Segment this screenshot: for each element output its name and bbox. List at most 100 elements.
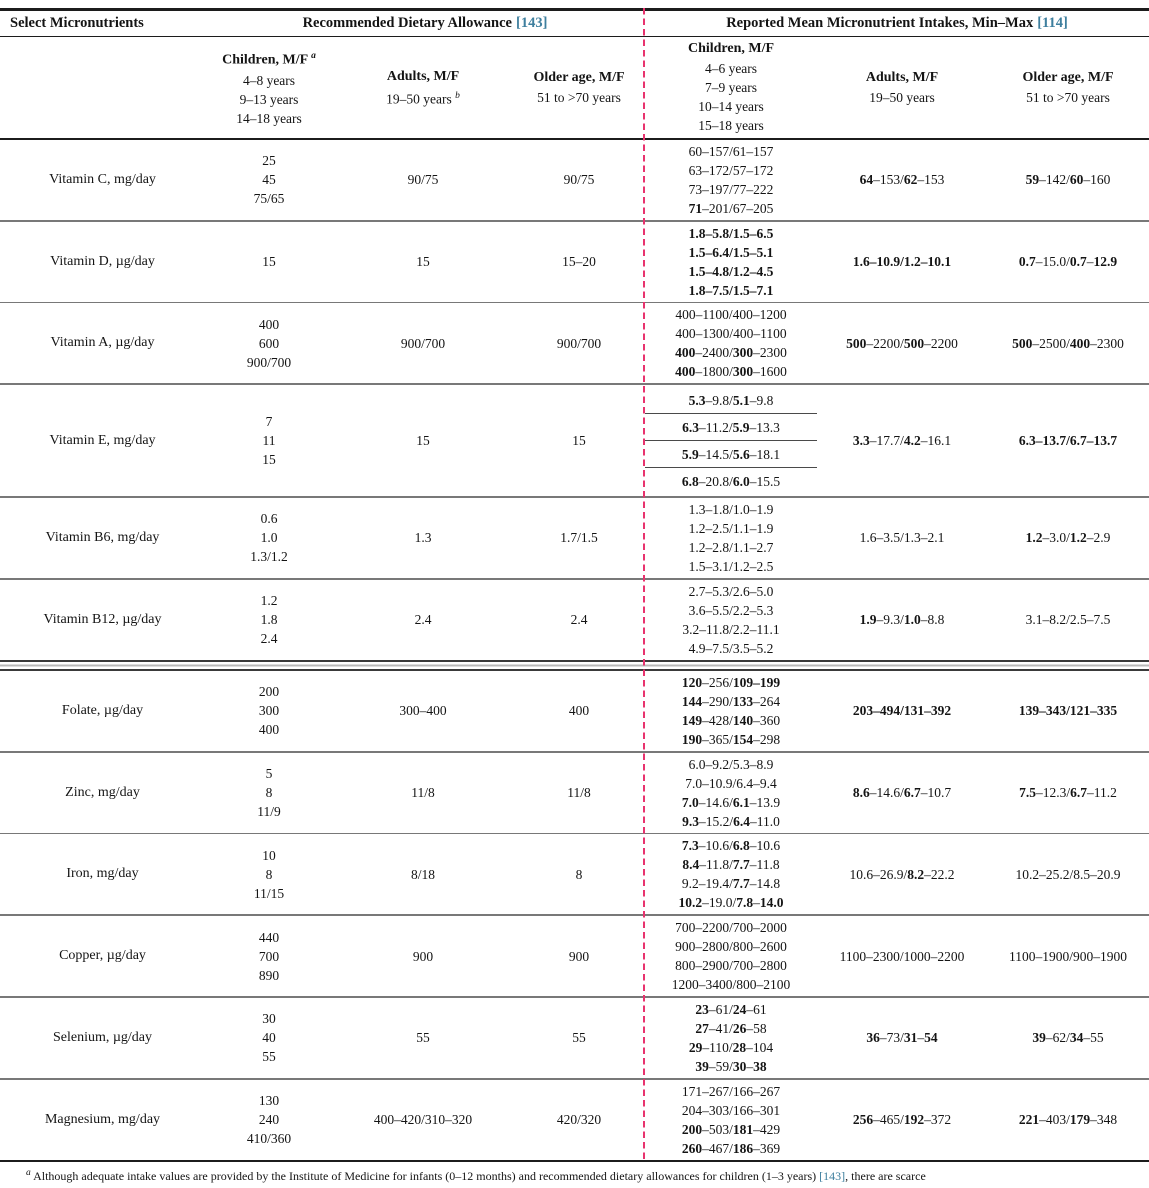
cell-line: 1.6–3.5/1.3–2.1 xyxy=(859,530,945,546)
reported-adults-cell: 203–494/131–392 xyxy=(817,671,987,751)
rda-children-cell: 25 45 75/65 xyxy=(205,140,333,220)
cell-line: 1.2–2.8/1.1–2.7 xyxy=(688,539,774,555)
reported-children-cell: 60–157/61–157 63–172/57–172 73–197/77–222 7… xyxy=(645,140,817,220)
nutrient-name: Vitamin D, µg/day xyxy=(50,253,155,269)
cell-line: 240 xyxy=(258,1112,280,1128)
row-divider xyxy=(0,496,1149,498)
subheader-age-lines: 4–8 years 9–13 years 14–18 years xyxy=(236,71,302,128)
rda-older-cell: 90/75 xyxy=(513,140,645,220)
cell-line: 890 xyxy=(258,967,280,983)
rda-adults-cell: 11/8 xyxy=(333,753,513,833)
cell-line: 2.4 xyxy=(260,631,278,647)
subheader-title: Older age, M/F xyxy=(533,69,625,85)
rda-children-cell: 1.2 1.8 2.4 xyxy=(205,580,333,660)
cell-line: 10 xyxy=(262,847,276,863)
cell-line: 10.2–19.0/7.8–14.0 xyxy=(678,895,784,911)
subheader-age-line: 4–8 years xyxy=(242,73,296,89)
rda-children-cell: 200 300 400 xyxy=(205,671,333,751)
reported-adults-cell: 1.6–3.5/1.3–2.1 xyxy=(817,498,987,578)
row-divider xyxy=(0,1077,1149,1080)
subheader-title: Adults, M/F xyxy=(865,69,939,85)
cell-line: 5.9–14.5/5.6–18.1 xyxy=(645,441,817,469)
rda-adults-cell: 1.3 xyxy=(333,498,513,578)
subheader-age-line: 7–9 years xyxy=(704,80,758,96)
cell-line: 3.6–5.5/2.2–5.3 xyxy=(688,602,774,618)
citation-ref-143[interactable]: [143] xyxy=(515,14,548,31)
cell-line: 64–153/62–153 xyxy=(859,172,945,188)
citation-ref-143[interactable]: [143] xyxy=(819,1169,846,1184)
rda-children-cell: 30 40 55 xyxy=(205,998,333,1078)
citation-ref-114[interactable]: [114] xyxy=(1037,14,1068,31)
cell-line: 500–2500/400–2300 xyxy=(1012,335,1124,351)
cell-line: 27–41/26–58 xyxy=(695,1020,767,1036)
reported-older-cell: 7.5–12.3/6.7–11.2 xyxy=(987,753,1149,833)
cell-line: 400–1800/300–1600 xyxy=(675,364,787,380)
row-divider xyxy=(0,219,1149,222)
cell-line: 1.8–5.8/1.5–6.5 xyxy=(688,225,774,241)
header-rule xyxy=(0,35,1149,37)
nutrient-name: Selenium, µg/day xyxy=(52,1029,153,1045)
reported-adults-cell: 64–153/62–153 xyxy=(817,140,987,220)
subheader-title: Children, M/F xyxy=(222,53,308,69)
cell-line: 144–290/133–264 xyxy=(681,693,781,709)
cell-line: 1.7/1.5 xyxy=(560,530,598,546)
reported-older-cell: 6.3–13.7/6.7–13.7 xyxy=(987,385,1149,496)
row-divider xyxy=(0,996,1149,998)
cell-line: 5 xyxy=(265,766,273,782)
subheader-age-line: 10–14 years xyxy=(698,99,764,115)
rda-older-cell: 2.4 xyxy=(513,580,645,660)
cell-line: 2.7–5.3/2.6–5.0 xyxy=(688,583,774,599)
reported-children-cell: 1.8–5.8/1.5–6.5 1.5–6.4/1.5–5.1 1.5–4.8/1.… xyxy=(645,222,817,302)
cell-line: 71–201/67–205 xyxy=(688,200,774,216)
group-header-rda: Recommended Dietary Allowance [143] xyxy=(205,15,645,32)
cell-line: 3.1–8.2/2.5–7.5 xyxy=(1025,612,1111,628)
rda-older-cell: 1.7/1.5 xyxy=(513,498,645,578)
cell-line: 800–2900/700–2800 xyxy=(675,958,787,974)
cell-line: 23–61/24–61 xyxy=(695,1001,767,1017)
reported-older-cell: 139–343/121–335 xyxy=(987,671,1149,751)
cell-line: 5.3–9.8/5.1–9.8 xyxy=(645,387,817,415)
row-divider xyxy=(0,832,1149,835)
cell-line: 420/320 xyxy=(556,1112,602,1128)
table-bottom-rule xyxy=(0,1159,1149,1163)
table-top-rule xyxy=(0,8,1149,11)
cell-line: 900 xyxy=(412,948,434,964)
cell-line: 440 xyxy=(258,929,280,945)
cell-line: 15 xyxy=(416,433,430,449)
rda-children-cell: 130 240 410/360 xyxy=(205,1080,333,1160)
table-footnote: a Although adequate intake values are pr… xyxy=(0,1162,1149,1188)
footnote-marker-a: a xyxy=(311,51,316,62)
nutrient-name: Vitamin B12, µg/day xyxy=(43,611,162,627)
cell-line: 1.2 xyxy=(260,593,278,609)
subheader-rda-children: Children, M/F a 4–8 years 9–13 years 14–18… xyxy=(205,46,333,128)
reported-older-cell: 1.2–3.0/1.2–2.9 xyxy=(987,498,1149,578)
reported-adults-cell: 256–465/192–372 xyxy=(817,1080,987,1160)
cell-line: 400–2400/300–2300 xyxy=(675,345,787,361)
cell-line: 1.9–9.3/1.0–8.8 xyxy=(859,612,945,628)
cell-line: 0.6 xyxy=(260,511,278,527)
cell-line: 3.3–17.7/4.2–16.1 xyxy=(852,433,952,449)
row-divider xyxy=(0,383,1149,386)
cell-line: 6.8–20.8/6.0–15.5 xyxy=(681,473,781,489)
reported-older-cell: 39–62/34–55 xyxy=(987,998,1149,1078)
table-row: Magnesium, mg/day 130 240 410/360 400–420/… xyxy=(0,1080,1149,1160)
cell-line: 30 xyxy=(262,1011,276,1027)
cell-line: 1.8–7.5/1.5–7.1 xyxy=(688,282,774,298)
cell-line: 4.9–7.5/3.5–5.2 xyxy=(688,640,774,656)
cell-line: 8 xyxy=(265,866,273,882)
cell-line: 410/360 xyxy=(246,1131,292,1147)
cell-line: 1.2–2.5/1.1–1.9 xyxy=(688,520,774,536)
subheader-age-line: 15–18 years xyxy=(698,118,764,134)
cell-line: 149–428/140–360 xyxy=(681,712,781,728)
nutrient-name: Folate, µg/day xyxy=(61,702,144,718)
rda-adults-cell: 300–400 xyxy=(333,671,513,751)
cell-line: 1.0 xyxy=(260,530,278,546)
cell-line: 90/75 xyxy=(407,172,439,188)
table-row: Zinc, mg/day 5 8 11/9 11/8 11/8 6.0–9.2/5.… xyxy=(0,753,1149,833)
reported-children-cell: 700–2200/700–2000 900–2800/800–2600 800–29… xyxy=(645,916,817,996)
nutrient-name: Vitamin C, mg/day xyxy=(49,171,156,187)
cell-line: 1.2–3.0/1.2–2.9 xyxy=(1025,530,1111,546)
nutrient-name: Copper, µg/day xyxy=(59,948,146,964)
nutrient-name: Vitamin E, mg/day xyxy=(49,432,156,448)
reported-adults-cell: 500–2200/500–2200 xyxy=(817,303,987,383)
